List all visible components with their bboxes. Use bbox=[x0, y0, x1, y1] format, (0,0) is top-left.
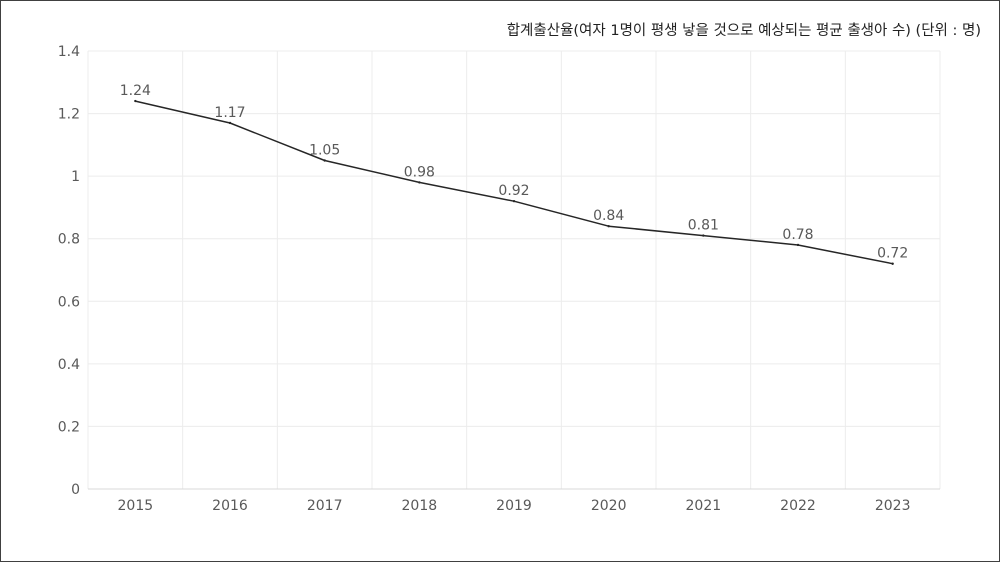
x-tick-label: 2019 bbox=[496, 498, 532, 514]
data-point bbox=[228, 121, 232, 125]
label-layer: 1.24 1.17 1.05 0.98 0.92 0.84 0.81 0.78 0.72 bbox=[120, 83, 909, 262]
y-tick-label: 0.2 bbox=[58, 419, 80, 435]
data-label: 1.05 bbox=[309, 143, 340, 159]
grid-layer bbox=[87, 50, 941, 489]
data-label: 1.24 bbox=[120, 83, 151, 99]
x-tick-label: 2020 bbox=[591, 498, 627, 514]
data-point bbox=[607, 225, 610, 228]
data-point bbox=[891, 262, 894, 265]
data-label: 0.92 bbox=[498, 183, 529, 199]
series-layer bbox=[134, 99, 894, 265]
y-tick-label: 1 bbox=[71, 169, 80, 185]
y-tick-label: 0.6 bbox=[58, 294, 80, 310]
y-tick-label: 0.4 bbox=[58, 357, 80, 373]
data-point bbox=[418, 181, 421, 184]
x-tick-label: 2022 bbox=[780, 498, 816, 514]
x-tick-label: 2017 bbox=[307, 498, 343, 514]
y-tick-label: 0 bbox=[71, 482, 80, 498]
data-point bbox=[512, 199, 516, 203]
x-tick-label: 2023 bbox=[875, 498, 911, 514]
y-tick-label: 1.4 bbox=[58, 44, 80, 60]
x-tick-label: 2015 bbox=[118, 498, 154, 514]
data-point bbox=[323, 159, 326, 162]
data-label: 0.84 bbox=[593, 208, 624, 224]
chart-title: 합계출산율(여자 1명이 평생 낳을 것으로 예상되는 평균 출생아 수) (단… bbox=[506, 23, 981, 39]
data-label: 0.72 bbox=[877, 246, 908, 262]
data-point bbox=[134, 99, 137, 103]
data-label: 0.98 bbox=[404, 164, 435, 180]
x-tick-label: 2016 bbox=[212, 498, 248, 514]
data-point bbox=[796, 243, 800, 247]
x-tick-label: 2018 bbox=[402, 498, 438, 514]
x-tick-label: 2021 bbox=[686, 498, 722, 514]
data-point bbox=[702, 234, 705, 237]
y-tick-label: 1.2 bbox=[58, 107, 80, 123]
data-label: 1.17 bbox=[214, 105, 245, 121]
data-label: 0.78 bbox=[782, 227, 813, 243]
data-label: 0.81 bbox=[688, 218, 719, 234]
y-tick-label: 0.8 bbox=[58, 232, 80, 248]
